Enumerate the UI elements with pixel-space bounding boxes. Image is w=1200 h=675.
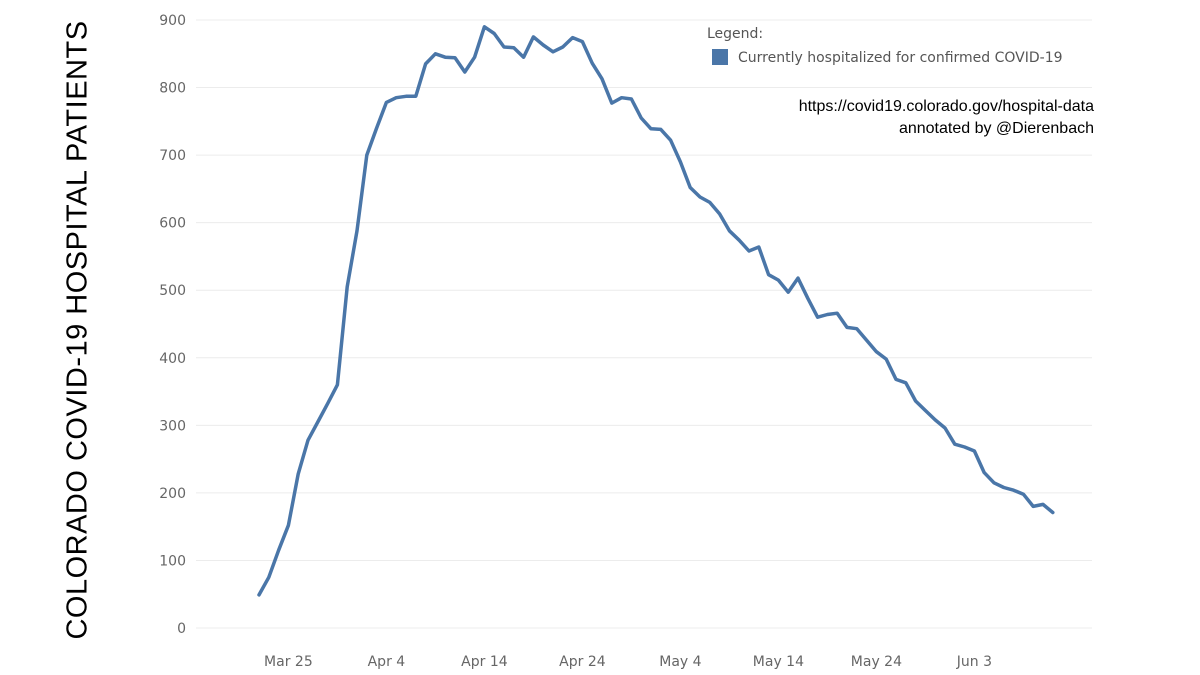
legend-title: Legend: xyxy=(707,26,763,42)
x-tick-label: May 14 xyxy=(753,654,804,670)
y-tick-label: 700 xyxy=(159,148,186,164)
x-tick-label: May 24 xyxy=(851,654,902,670)
y-tick-label: 900 xyxy=(159,13,186,29)
y-tick-label: 0 xyxy=(177,621,186,637)
x-tick-label: May 4 xyxy=(659,654,701,670)
series-layer xyxy=(257,25,1055,597)
x-tick-label: Apr 4 xyxy=(368,654,406,670)
y-tick-label: 500 xyxy=(159,283,186,299)
legend-entry-label: Currently hospitalized for confirmed COV… xyxy=(738,50,1063,66)
x-ticks: Mar 25 Apr 4 Apr 14 Apr 24 May 4 May 14 May 24… xyxy=(264,654,992,670)
x-tick-label: Mar 25 xyxy=(264,654,313,670)
y-tick-label: 300 xyxy=(159,418,186,434)
x-tick-label: Apr 24 xyxy=(559,654,606,670)
y-tick-label: 200 xyxy=(159,486,186,502)
source-annotation: https://covid19.colorado.gov/hospital-da… xyxy=(799,96,1094,140)
legend: Legend: Currently hospitalized for confi… xyxy=(707,26,1063,66)
legend-swatch xyxy=(712,49,728,65)
y-tick-label: 600 xyxy=(159,216,186,232)
y-tick-label: 800 xyxy=(159,81,186,97)
y-tick-label: 400 xyxy=(159,351,186,367)
x-tick-label: Jun 3 xyxy=(956,654,992,670)
y-tick-label: 100 xyxy=(159,553,186,569)
y-ticks: 0 100 200 300 400 500 600 700 800 900 xyxy=(159,13,186,637)
annotation-credit: annotated by @Dierenbach xyxy=(898,120,1094,137)
source-url: https://covid19.colorado.gov/hospital-da… xyxy=(798,98,1094,115)
series-line-hospitalized xyxy=(257,25,1055,597)
x-tick-label: Apr 14 xyxy=(461,654,508,670)
